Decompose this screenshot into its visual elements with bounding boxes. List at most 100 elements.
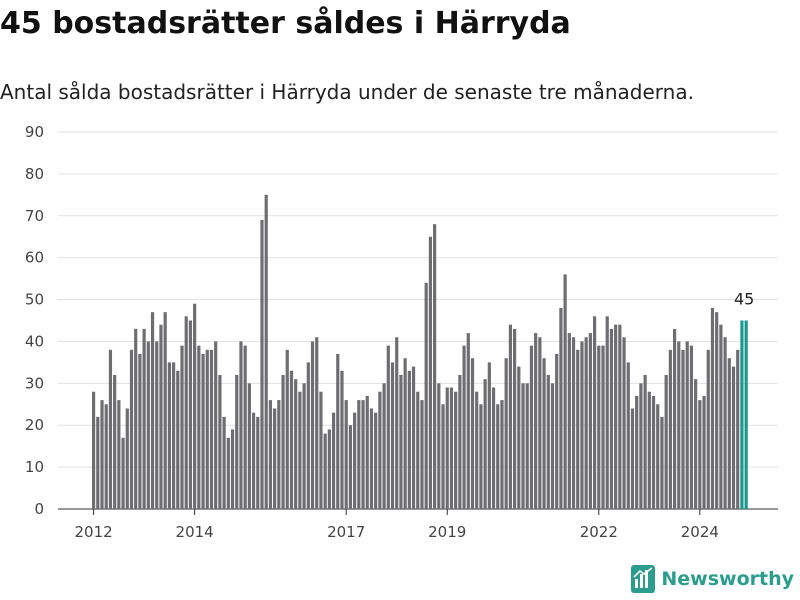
bar bbox=[723, 337, 727, 509]
bar bbox=[420, 400, 424, 509]
bar bbox=[449, 387, 454, 509]
bar bbox=[639, 383, 643, 509]
bar bbox=[218, 374, 222, 509]
bar bbox=[643, 374, 647, 509]
bar bbox=[513, 328, 517, 509]
bar bbox=[433, 224, 437, 509]
x-tick-label: 2019 bbox=[428, 523, 466, 541]
bar bbox=[635, 395, 639, 509]
bar bbox=[563, 274, 567, 509]
bar bbox=[529, 345, 534, 509]
last-value-label: 45 bbox=[734, 290, 754, 309]
bar bbox=[176, 370, 180, 509]
bar bbox=[664, 374, 668, 509]
y-tick-label: 0 bbox=[34, 500, 44, 518]
bar bbox=[470, 358, 475, 509]
bar bbox=[142, 328, 146, 509]
bar bbox=[542, 358, 546, 509]
bar bbox=[660, 416, 664, 509]
bar bbox=[239, 341, 243, 509]
y-tick-label: 80 bbox=[25, 165, 44, 183]
bar bbox=[96, 416, 100, 509]
bar bbox=[226, 437, 230, 509]
bar bbox=[289, 370, 294, 509]
bar bbox=[744, 320, 748, 509]
bar bbox=[698, 400, 702, 509]
bar bbox=[559, 307, 563, 509]
bar bbox=[576, 349, 580, 509]
bar bbox=[437, 383, 441, 509]
bar bbox=[134, 328, 138, 509]
x-axis: 2012 2014 2017 2019 2022 2024 bbox=[75, 509, 719, 541]
bar bbox=[479, 404, 483, 509]
bar bbox=[609, 328, 614, 509]
y-axis: 0 10 20 30 40 50 60 70 80 90 bbox=[25, 123, 44, 518]
bar bbox=[647, 391, 651, 509]
bar bbox=[184, 316, 188, 509]
bar bbox=[424, 282, 428, 509]
bar bbox=[592, 316, 597, 509]
bar bbox=[243, 345, 247, 509]
chart-subtitle: Antal sålda bostadsrätter i Härryda unde… bbox=[0, 80, 694, 104]
bar bbox=[736, 349, 740, 509]
bar bbox=[374, 412, 378, 509]
newsworthy-logo-icon bbox=[631, 565, 656, 593]
bar bbox=[517, 366, 521, 509]
bar bbox=[496, 404, 500, 509]
bar bbox=[315, 337, 319, 509]
bar bbox=[399, 374, 403, 509]
bar bbox=[656, 404, 660, 509]
bar bbox=[588, 333, 592, 509]
bar bbox=[403, 358, 407, 509]
bar bbox=[601, 345, 605, 509]
bar bbox=[340, 370, 344, 509]
bar bbox=[706, 349, 710, 509]
bar bbox=[201, 354, 205, 509]
bar bbox=[491, 387, 496, 509]
bar bbox=[504, 358, 508, 509]
bar bbox=[205, 349, 209, 509]
bar bbox=[193, 303, 197, 509]
bar bbox=[298, 391, 302, 509]
bar bbox=[264, 194, 268, 510]
bar bbox=[677, 341, 681, 509]
bar bbox=[475, 391, 479, 509]
bar bbox=[251, 412, 256, 509]
bar bbox=[306, 362, 310, 509]
bar bbox=[150, 312, 155, 509]
bar bbox=[395, 337, 399, 509]
brand-name: Newsworthy bbox=[661, 568, 794, 590]
bar bbox=[104, 404, 108, 509]
bar bbox=[584, 337, 588, 509]
bar bbox=[715, 312, 719, 509]
bar bbox=[113, 374, 117, 509]
bar bbox=[108, 349, 113, 509]
bar bbox=[357, 400, 361, 509]
bar bbox=[336, 354, 340, 509]
y-tick-label: 30 bbox=[25, 374, 44, 392]
bar bbox=[209, 349, 214, 509]
bar bbox=[458, 374, 462, 509]
bar bbox=[125, 408, 129, 509]
x-tick-label: 2017 bbox=[327, 523, 365, 541]
bar bbox=[100, 400, 104, 509]
bar bbox=[92, 391, 96, 509]
bar bbox=[689, 345, 694, 509]
bar bbox=[138, 354, 142, 509]
bar bbox=[273, 408, 277, 509]
y-tick-label: 10 bbox=[25, 458, 44, 476]
bar bbox=[567, 333, 571, 509]
bar bbox=[171, 362, 176, 509]
bar bbox=[386, 345, 390, 509]
bar bbox=[508, 324, 512, 509]
bar bbox=[740, 320, 744, 509]
bar bbox=[555, 354, 559, 509]
bar bbox=[622, 337, 626, 509]
bar bbox=[163, 312, 167, 509]
bar bbox=[247, 383, 251, 509]
data-labels: 45 bbox=[734, 290, 754, 309]
bar bbox=[281, 374, 285, 509]
bar bbox=[727, 358, 731, 509]
bar bbox=[651, 395, 656, 509]
